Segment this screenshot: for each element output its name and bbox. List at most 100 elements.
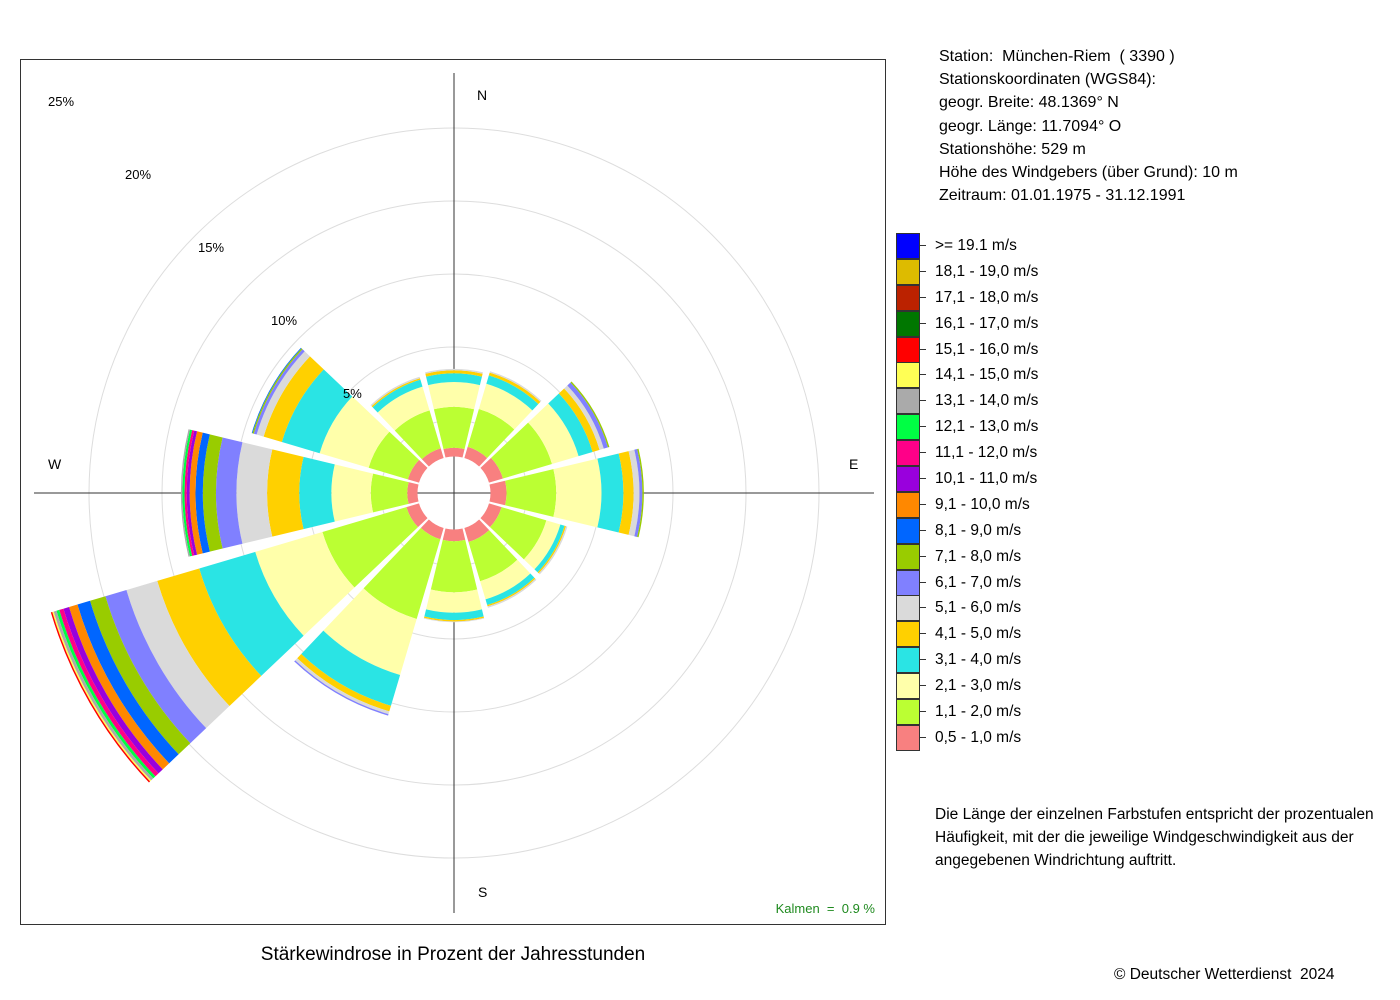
wind-segment-S-class-5 xyxy=(424,616,484,622)
station-latitude: geogr. Breite: 48.1369° N xyxy=(939,94,1119,112)
legend-label: 13,1 - 14,0 m/s xyxy=(935,392,1039,410)
wind-segment-NNO-class-2 xyxy=(467,409,515,459)
wind-sector-ONO xyxy=(480,381,610,483)
wind-segment-NNW-class-4 xyxy=(372,379,423,413)
wind-segment-ONO-class-3 xyxy=(528,403,579,464)
wind-segment-SSW-class-6 xyxy=(295,658,390,715)
legend-label: 15,1 - 16,0 m/s xyxy=(935,340,1039,358)
wind-segment-W-class-3 xyxy=(331,464,374,522)
wind-sector-O xyxy=(489,448,644,538)
legend-tick xyxy=(920,374,926,376)
ring-label-layer: 5% 10% 15% 20% 25% xyxy=(48,94,362,401)
wind-segment-WNW-class-2 xyxy=(368,431,420,480)
anemometer-height: Höhe des Windgebers (über Grund): 10 m xyxy=(939,164,1238,182)
wind-segment-S-class-3 xyxy=(426,589,482,613)
wind-sector-NNO xyxy=(464,371,542,467)
legend-tick xyxy=(920,503,926,505)
wind-segment-ONO-class-4 xyxy=(548,393,593,457)
wind-segment-W-class-10 xyxy=(189,431,203,555)
legend-swatch xyxy=(896,466,920,493)
ring-label-20: 20% xyxy=(125,167,151,182)
wind-segment-WNW-class-5 xyxy=(263,356,324,442)
legend-label: 6,1 - 7,0 m/s xyxy=(935,573,1022,591)
wind-segment-O-class-7 xyxy=(634,449,643,537)
wind-segment-SSW-class-2 xyxy=(363,527,441,619)
legend-swatch xyxy=(896,647,920,674)
legend-label: 8,1 - 9,0 m/s xyxy=(935,521,1022,539)
wind-segment-NNW-class-5 xyxy=(371,378,421,408)
wind-sector-SSW xyxy=(294,519,444,716)
wind-segment-S-class-6 xyxy=(423,617,485,623)
legend-label: 2,1 - 3,0 m/s xyxy=(935,677,1022,695)
compass-label-E: E xyxy=(849,456,858,472)
legend-tick xyxy=(920,711,926,713)
wind-sector-N xyxy=(425,368,483,458)
wind-segment-O-class-2 xyxy=(505,469,557,517)
wind-segment-WSW-class-9 xyxy=(77,600,179,764)
wind-segment-WSW-class-10 xyxy=(69,604,170,770)
legend-tick xyxy=(920,736,926,738)
legend-label: 18,1 - 19,0 m/s xyxy=(935,262,1039,280)
legend-swatch xyxy=(896,440,920,467)
wind-segment-SSO-class-5 xyxy=(487,577,536,607)
legend-swatch xyxy=(896,569,920,596)
wind-segment-S-class-4 xyxy=(424,609,484,621)
station-coords-heading: Stationskoordinaten (WGS84): xyxy=(939,71,1156,89)
chart-title-text: Stärkewindrose in Prozent der Jahresstun… xyxy=(260,944,646,965)
chart-title: Stärkewindrose in Prozent der Jahresstun… xyxy=(20,944,920,966)
wind-segment-W-class-11 xyxy=(186,430,198,556)
copyright-notice: © Deutscher Wetterdienst 2024 xyxy=(1114,966,1335,983)
explanation-note: Die Länge der einzelnen Farbstufen entsp… xyxy=(935,803,1374,873)
wind-segment-WSW-class-11 xyxy=(63,607,163,774)
wind-segment-O-class-1 xyxy=(489,480,507,506)
legend-tick xyxy=(920,685,926,687)
legend-label: 7,1 - 8,0 m/s xyxy=(935,547,1022,565)
legend-swatch xyxy=(896,258,920,285)
wind-segment-N-class-2 xyxy=(433,406,475,449)
legend-tick xyxy=(920,245,926,246)
wind-sector-SSO xyxy=(464,519,537,608)
legend-label: 1,1 - 2,0 m/s xyxy=(935,703,1022,721)
wind-segment-O-class-6 xyxy=(628,449,640,537)
legend-label: 10,1 - 11,0 m/s xyxy=(935,470,1038,488)
wind-segment-W-class-9 xyxy=(195,432,210,554)
wind-segment-OSO-class-1 xyxy=(480,503,502,528)
wind-segment-SSW-class-4 xyxy=(301,630,401,706)
legend-tick xyxy=(920,348,926,350)
legend-swatch xyxy=(896,233,920,259)
wind-segment-NNW-class-2 xyxy=(394,410,441,460)
legend-tick xyxy=(920,426,926,428)
legend-tick xyxy=(920,529,926,531)
wind-segment-ONO-class-6 xyxy=(564,385,604,450)
wind-segment-WSW-class-7 xyxy=(105,590,207,744)
wind-segment-WNW-class-6 xyxy=(256,351,310,437)
direction-label-layer: N E S W xyxy=(48,87,858,900)
legend-swatch xyxy=(896,336,920,363)
legend-label: 14,1 - 15,0 m/s xyxy=(935,366,1039,384)
legend-swatch xyxy=(896,621,920,648)
wind-segment-NNO-class-4 xyxy=(486,375,539,411)
wind-segment-OSO-class-3 xyxy=(523,520,561,570)
wind-segment-O-class-4 xyxy=(597,453,624,533)
ring-label-25: 25% xyxy=(48,94,74,109)
wind-rose-svg: 5% 10% 15% 20% 25% N E S W xyxy=(34,73,874,913)
wind-segment-OSO-class-4 xyxy=(534,524,565,573)
axes-layer xyxy=(34,73,874,913)
ring-label-10: 10% xyxy=(271,313,297,328)
wind-segment-SSO-class-6 xyxy=(487,578,537,608)
compass-label-N: N xyxy=(477,87,487,103)
legend-label: 9,1 - 10,0 m/s xyxy=(935,495,1030,513)
wind-segment-NNO-class-5 xyxy=(488,372,541,405)
wind-segment-NNW-class-1 xyxy=(421,448,444,467)
legend-swatch xyxy=(896,491,920,518)
ring-label-5: 5% xyxy=(343,386,362,401)
note-line-3: angegebenen Windrichtung auftritt. xyxy=(935,852,1177,870)
legend-tick xyxy=(920,555,926,557)
wind-segment-WSW-class-5 xyxy=(157,568,262,707)
legend-tick xyxy=(920,659,926,661)
legend-tick xyxy=(920,478,926,480)
compass-label-W: W xyxy=(48,456,62,472)
wind-segment-OSO-class-6 xyxy=(538,526,568,575)
wind-segment-SSW-class-1 xyxy=(420,519,444,540)
wind-segment-O-class-3 xyxy=(553,458,602,528)
